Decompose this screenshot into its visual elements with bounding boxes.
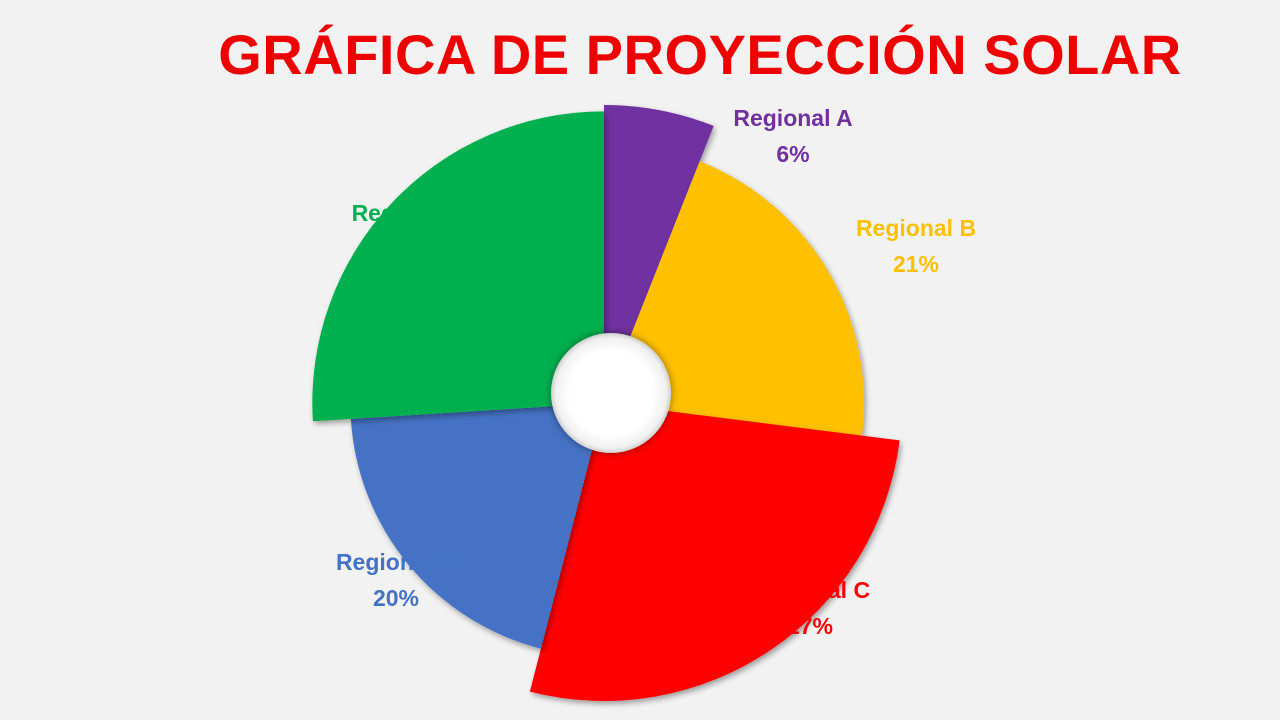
center-hole <box>551 333 671 453</box>
chart-title: GRÁFICA DE PROYECCIÓN SOLAR <box>218 23 1182 86</box>
slice-percent-regional-d: 20% <box>373 585 419 611</box>
slice-percent-regional-e: 26% <box>388 236 434 262</box>
slice-percent-regional-a: 6% <box>776 141 809 167</box>
slice-label-regional-d: Regional D <box>336 549 456 575</box>
pie-slice-regional-e <box>312 111 604 422</box>
slice-label-regional-b: Regional B <box>856 215 976 241</box>
slice-label-regional-a: Regional A <box>733 105 852 131</box>
slice-percent-regional-c: 27% <box>787 613 833 639</box>
slice-percent-regional-b: 21% <box>893 251 939 277</box>
pie-slice-regional-b <box>604 161 865 436</box>
pie-slice-regional-d <box>350 403 604 649</box>
pie-slice-regional-c <box>529 403 900 702</box>
slice-label-regional-e: Regional E <box>352 200 471 226</box>
slice-label-regional-c: Regional C <box>750 577 870 603</box>
pie-slice-regional-a <box>604 105 714 403</box>
slice-labels: Regional A 6% Regional B 21% Regional C 27% Re… <box>336 105 976 639</box>
pie-slices <box>312 105 900 702</box>
